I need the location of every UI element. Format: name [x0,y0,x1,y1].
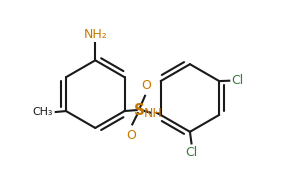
Text: CH₃: CH₃ [32,107,53,117]
Text: NH₂: NH₂ [84,28,107,41]
Text: Cl: Cl [231,74,244,87]
Text: O: O [126,129,136,142]
Text: S: S [134,103,145,118]
Text: NH: NH [144,107,163,120]
Text: O: O [141,79,151,92]
Text: Cl: Cl [185,146,198,159]
